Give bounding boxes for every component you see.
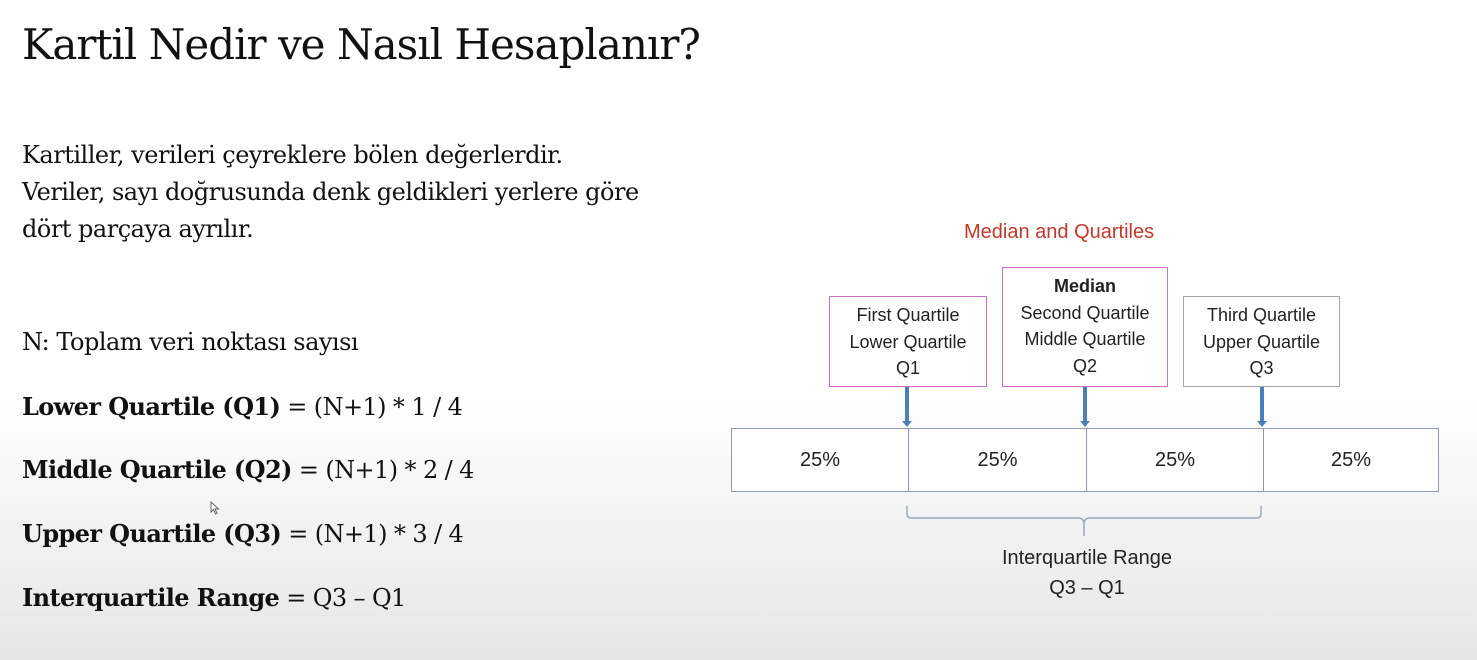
formula-term: Middle Quartile (Q2) [22,455,292,484]
formula-expression: = (N+1) * 1 / 4 [280,393,463,421]
iqr-label: Interquartile Range Q3 – Q1 [987,543,1187,603]
segment-4: 25% [1263,429,1438,491]
segment-2: 25% [908,429,1086,491]
q2-arrow [1083,387,1087,423]
iqr-brace [906,506,1262,536]
box-line: Second Quartile [1020,302,1150,323]
formula-term: Lower Quartile (Q1) [22,392,281,421]
third-quartile-box: Third Quartile Upper Quartile Q3 [1183,296,1340,387]
first-quartile-box: First Quartile Lower Quartile Q1 [829,296,987,387]
diagram-title: Median and Quartiles [964,221,1155,243]
formula-iqr: Interquartile Range = Q3 – Q1 [22,583,406,612]
q1-arrowhead [902,421,912,427]
segment-1: 25% [799,448,841,471]
formula-term: Upper Quartile (Q3) [22,519,282,548]
segment-3: 25% [1086,429,1263,491]
formula-expression: = (N+1) * 3 / 4 [281,520,464,548]
n-definition: N: Toplam veri noktası sayısı [22,328,359,356]
formula-expression: = Q3 – Q1 [279,584,406,612]
formula-q2: Middle Quartile (Q2) = (N+1) * 2 / 4 [22,455,474,484]
box-line: First Quartile [856,305,960,325]
intro-paragraph: Kartiller, verileri çeyreklere bölen değ… [22,137,639,248]
formula-term: Interquartile Range [22,583,280,612]
q3-arrow [1260,387,1264,423]
box-line: Middle Quartile [1024,329,1146,349]
box-line: Upper Quartile [1202,331,1321,352]
iqr-title: Interquartile Range [1001,547,1173,569]
formula-expression: = (N+1) * 2 / 4 [291,456,475,484]
formula-q3: Upper Quartile (Q3) = (N+1) * 3 / 4 [22,519,464,548]
q1-arrow [905,387,909,423]
intro-line: dört parçaya ayrılır. [22,215,254,243]
q2-arrowhead [1080,421,1090,427]
iqr-formula: Q3 – Q1 [1049,577,1125,599]
box-line: Q3 [1249,358,1274,378]
intro-line: Veriler, sayı doğrusunda denk geldikleri… [22,178,639,206]
mouse-pointer-icon [210,501,220,515]
box-line: Q1 [895,358,920,378]
box-heading: Median [1053,276,1116,296]
quartile-bar: 25% 25% 25% 25% [731,428,1439,492]
box-line: Lower Quartile [849,331,967,352]
box-line: Third Quartile [1206,305,1317,325]
intro-line: Kartiller, verileri çeyreklere bölen değ… [22,141,563,169]
box-line: Q2 [1072,355,1097,376]
q3-arrowhead [1257,421,1267,427]
formula-q1: Lower Quartile (Q1) = (N+1) * 1 / 4 [22,392,463,421]
slide-title: Kartil Nedir ve Nasıl Hesaplanır? [22,20,701,69]
median-box: Median Second Quartile Middle Quartile Q… [1002,267,1168,387]
